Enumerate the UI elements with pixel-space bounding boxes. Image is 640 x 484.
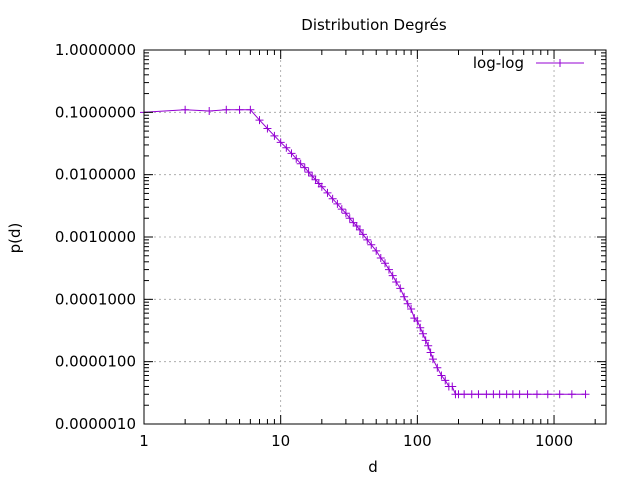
data-point [205, 107, 214, 116]
data-point [384, 265, 393, 274]
x-tick-label: 10 [271, 432, 290, 450]
data-point [345, 214, 354, 223]
grid [144, 50, 606, 424]
y-tick-label: 1.0000000 [55, 41, 136, 59]
x-tick-label: 100 [403, 432, 432, 450]
data-point [421, 336, 430, 345]
legend: log-log [473, 54, 584, 72]
data-point [317, 182, 326, 191]
y-tick-label: 0.0010000 [55, 228, 136, 246]
data-point [515, 390, 524, 399]
data-point [355, 225, 364, 234]
data-point [428, 355, 437, 364]
y-tick-label: 0.0001000 [55, 290, 136, 308]
y-tick-label: 0.0000100 [55, 353, 136, 371]
y-tick-label: 0.0000010 [55, 415, 136, 433]
data-point [276, 138, 285, 147]
data-point [372, 246, 381, 255]
data-point [363, 235, 372, 244]
data-point [304, 168, 313, 177]
data-point [349, 218, 358, 227]
data-point [437, 371, 446, 380]
data-point [424, 341, 433, 350]
data-point [416, 323, 425, 332]
chart-title: Distribution Degrés [301, 16, 447, 34]
data-point [323, 188, 332, 197]
series-log-log [140, 105, 590, 399]
data-point [400, 292, 409, 301]
data-point [482, 390, 491, 399]
data-point [581, 390, 590, 399]
data-point [296, 159, 305, 168]
data-point [392, 277, 401, 286]
data-point [282, 143, 291, 152]
data-point [433, 363, 442, 372]
data-point [567, 390, 576, 399]
x-axis-label: d [368, 458, 378, 476]
y-tick-label: 0.1000000 [55, 103, 136, 121]
data-point [413, 316, 422, 325]
data-point [308, 172, 317, 181]
data-point [403, 299, 412, 308]
data-point [337, 205, 346, 214]
data-point [448, 382, 457, 391]
data-point [495, 390, 504, 399]
data-point [396, 284, 405, 293]
legend-marker [556, 59, 564, 67]
data-point [532, 390, 541, 399]
y-tick-label: 0.0100000 [55, 166, 136, 184]
data-point [388, 271, 397, 280]
data-point [460, 390, 469, 399]
data-point [311, 175, 320, 184]
data-point [543, 390, 552, 399]
data-point [367, 240, 376, 249]
data-point [419, 329, 428, 338]
data-point [407, 304, 416, 313]
data-point [341, 209, 350, 218]
data-point [270, 131, 279, 140]
data-point [287, 149, 296, 158]
data-point [333, 199, 342, 208]
data-point [246, 105, 255, 114]
data-point [358, 230, 367, 239]
data-point [555, 390, 564, 399]
data-point [300, 163, 309, 172]
data-point [467, 390, 476, 399]
data-point [255, 116, 264, 125]
data-point [426, 348, 435, 357]
x-tick-label: 1000 [535, 432, 573, 450]
data-point [263, 124, 272, 133]
data-point [441, 376, 450, 385]
data-point [292, 154, 301, 163]
data-point [523, 390, 532, 399]
data-point [328, 194, 337, 203]
data-point [381, 259, 390, 268]
data-point [474, 390, 483, 399]
data-point [352, 222, 361, 231]
data-point [235, 105, 244, 114]
x-tick-label: 1 [139, 432, 149, 450]
legend-label: log-log [473, 54, 524, 72]
data-point [376, 254, 385, 263]
data-point [181, 105, 190, 114]
data-point [508, 390, 517, 399]
data-point [222, 105, 231, 114]
series-line [143, 109, 586, 395]
ticks: 1 10 100 1000 1.0000000 0.1000000 0.0100000 0.0… [55, 41, 606, 450]
y-axis-label: p(d) [6, 223, 24, 254]
